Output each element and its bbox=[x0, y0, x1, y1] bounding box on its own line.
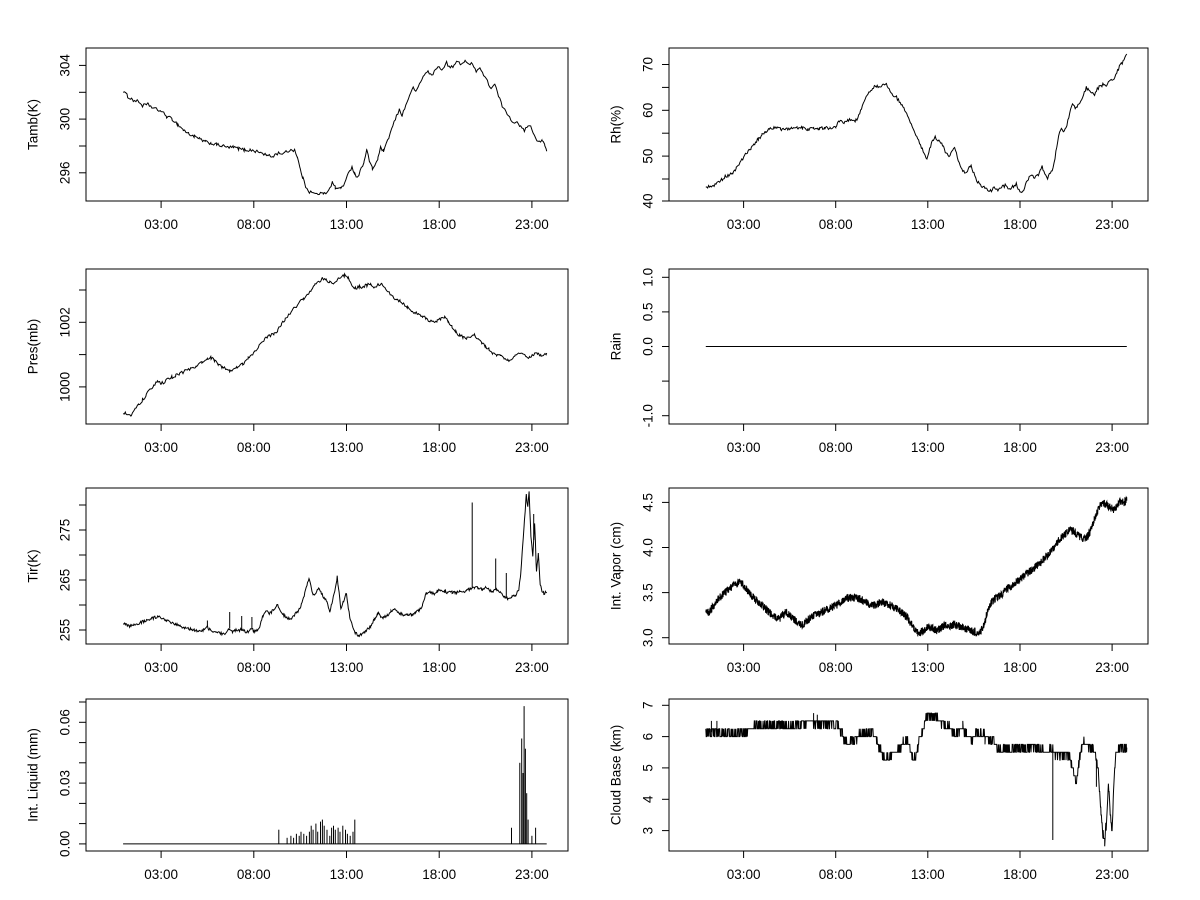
x-tick-label: 13:00 bbox=[911, 660, 945, 675]
y-tick-label: 5 bbox=[641, 764, 656, 772]
y-tick-label: 70 bbox=[641, 57, 656, 72]
panel-liquid: 0.00 0.03 0.06 Int. Liquid (mm) 03:00 08:00 13… bbox=[26, 698, 569, 882]
y-tick-label: 3.0 bbox=[641, 628, 656, 647]
y-tick-label: 4.0 bbox=[641, 538, 656, 557]
y-tick-label: 60 bbox=[641, 103, 656, 118]
plot-box bbox=[668, 698, 1149, 852]
x-tick-label: 08:00 bbox=[237, 217, 271, 232]
panel-tamb: 296 300 304 Tamb(K) 03:00 08:00 13:00 18:00 23:0… bbox=[26, 47, 569, 232]
y-tick-label: 296 bbox=[58, 162, 73, 185]
plot-box bbox=[668, 47, 1149, 202]
x-tick-label: 23:00 bbox=[1095, 660, 1129, 675]
y-tick-label: 304 bbox=[58, 54, 73, 77]
panel-vapor: 3.0 3.5 4.0 4.5 Int. Vapor (cm) 03:00 08:00 13:… bbox=[609, 487, 1149, 675]
x-tick-label: 13:00 bbox=[330, 660, 364, 675]
x-tick-label: 13:00 bbox=[330, 440, 364, 455]
y-tick-label: 4.5 bbox=[641, 493, 656, 512]
x-tick-label: 23:00 bbox=[515, 660, 549, 675]
y-axis-label: Rain bbox=[609, 333, 624, 361]
data-line bbox=[705, 53, 1128, 194]
y-tick-label: 275 bbox=[58, 519, 73, 542]
panel-cloudbase: 3 4 5 6 7 Cloud Base (km) 03:00 08:00 13:00 18:00… bbox=[609, 698, 1149, 882]
y-tick-label: 255 bbox=[58, 619, 73, 642]
y-axis-label: Int. Liquid (mm) bbox=[26, 728, 41, 822]
x-tick-label: 18:00 bbox=[422, 217, 456, 232]
panel-tir: 255 265 275 Tir(K) 03:00 08:00 13:00 18:00 23:00 bbox=[26, 487, 569, 675]
x-tick-label: 03:00 bbox=[727, 440, 761, 455]
x-tick-label: 23:00 bbox=[1095, 217, 1129, 232]
x-tick-label: 08:00 bbox=[819, 867, 853, 882]
y-tick-label: 1.0 bbox=[641, 268, 656, 287]
x-tick-label: 23:00 bbox=[515, 867, 549, 882]
x-tick-label: 03:00 bbox=[727, 660, 761, 675]
x-tick-label: 03:00 bbox=[144, 867, 178, 882]
x-tick-label: 13:00 bbox=[330, 867, 364, 882]
x-tick-label: 08:00 bbox=[237, 440, 271, 455]
y-tick-label: 1002 bbox=[58, 307, 73, 337]
y-tick-label: 4 bbox=[641, 795, 656, 803]
x-tick-label: 23:00 bbox=[515, 217, 549, 232]
x-tick-label: 18:00 bbox=[1003, 217, 1037, 232]
x-tick-label: 08:00 bbox=[237, 660, 271, 675]
y-tick-label: 0.0 bbox=[641, 337, 656, 356]
x-tick-label: 13:00 bbox=[330, 217, 364, 232]
y-tick-label: -1.0 bbox=[641, 404, 656, 427]
x-tick-label: 08:00 bbox=[819, 660, 853, 675]
x-tick-label: 08:00 bbox=[237, 867, 271, 882]
x-tick-label: 18:00 bbox=[422, 440, 456, 455]
y-tick-label: 0.06 bbox=[58, 709, 73, 735]
x-tick-label: 03:00 bbox=[727, 867, 761, 882]
x-tick-label: 03:00 bbox=[727, 217, 761, 232]
y-tick-label: 50 bbox=[641, 149, 656, 164]
y-tick-label: 7 bbox=[641, 702, 656, 710]
plot-box bbox=[85, 47, 569, 202]
x-tick-label: 18:00 bbox=[1003, 440, 1037, 455]
x-tick-label: 03:00 bbox=[144, 217, 178, 232]
x-tick-label: 13:00 bbox=[911, 867, 945, 882]
panel-pres: 1000 1002 Pres(mb) 03:00 08:00 13:00 18:00 23:0… bbox=[26, 268, 569, 455]
y-tick-label: 6 bbox=[641, 733, 656, 741]
y-tick-label: 1000 bbox=[58, 372, 73, 402]
x-tick-label: 18:00 bbox=[1003, 867, 1037, 882]
x-tick-label: 23:00 bbox=[1095, 440, 1129, 455]
x-tick-label: 03:00 bbox=[144, 660, 178, 675]
x-tick-label: 08:00 bbox=[819, 217, 853, 232]
y-axis-label: Pres(mb) bbox=[26, 319, 41, 375]
y-tick-label: 0.03 bbox=[58, 770, 73, 796]
x-tick-label: 08:00 bbox=[819, 440, 853, 455]
x-tick-label: 13:00 bbox=[911, 440, 945, 455]
x-tick-label: 18:00 bbox=[422, 660, 456, 675]
y-tick-label: 0.5 bbox=[641, 303, 656, 322]
data-line bbox=[705, 712, 1128, 847]
y-axis-label: Rh(%) bbox=[609, 105, 624, 143]
x-tick-label: 18:00 bbox=[1003, 660, 1037, 675]
plot-box bbox=[85, 698, 569, 852]
x-tick-label: 03:00 bbox=[144, 440, 178, 455]
panel-rain: 1.0 0.5 0.0 -1.0 Rain 03:00 08:00 13:00 18:00 23:… bbox=[609, 268, 1149, 455]
plot-box bbox=[85, 487, 569, 645]
y-tick-label: 40 bbox=[641, 193, 656, 208]
data-line bbox=[122, 272, 548, 417]
data-line bbox=[705, 495, 1128, 637]
x-tick-label: 23:00 bbox=[515, 440, 549, 455]
y-tick-label: 3.5 bbox=[641, 583, 656, 602]
y-axis-label: Cloud Base (km) bbox=[609, 725, 624, 826]
plot-box bbox=[85, 268, 569, 425]
data-line bbox=[122, 59, 548, 196]
x-tick-label: 23:00 bbox=[1095, 867, 1129, 882]
panel-rh: 40 50 60 70 Rh(%) 03:00 08:00 13:00 18:00 23:00 bbox=[609, 47, 1149, 232]
y-tick-label: 3 bbox=[641, 827, 656, 835]
x-tick-label: 13:00 bbox=[911, 217, 945, 232]
y-axis-label: Tir(K) bbox=[26, 549, 41, 582]
y-tick-label: 0.00 bbox=[58, 831, 73, 857]
y-axis-label: Tamb(K) bbox=[26, 99, 41, 150]
y-tick-label: 300 bbox=[58, 108, 73, 131]
x-tick-label: 18:00 bbox=[422, 867, 456, 882]
y-axis-label: Int. Vapor (cm) bbox=[609, 522, 624, 610]
y-tick-label: 265 bbox=[58, 569, 73, 592]
data-line bbox=[122, 491, 548, 638]
plot-box bbox=[668, 487, 1149, 645]
